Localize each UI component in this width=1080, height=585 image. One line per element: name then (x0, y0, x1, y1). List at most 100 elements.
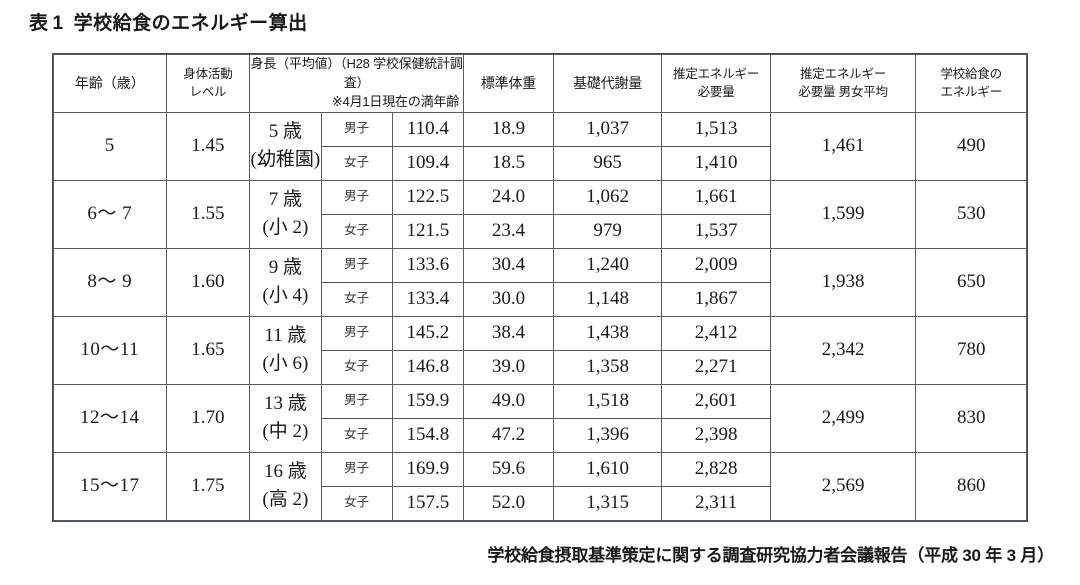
cell-standard-weight-female: 52.0 (463, 485, 554, 521)
school-lunch-energy-table: 年齢（歳） 身体活動 レベル 身長（平均値）（H28 学校保健統計調査） ※4月… (52, 53, 1028, 522)
cell-physical-activity-level: 1.70 (165, 383, 251, 453)
grade-line2: (幼稚園) (250, 149, 321, 171)
cell-height-male: 159.9 (391, 383, 465, 419)
lunch-header-line2: エネルギー (940, 85, 1002, 100)
table-row: 10〜11 1.65 11 歳 (小 6) 男子 145.2 38.4 1,438 2,412 2… (53, 315, 1027, 385)
table-row: 女子 157.5 52.0 1,315 2,311 (54, 485, 1027, 521)
cell-school-lunch-energy: 490 (915, 111, 1027, 181)
table-body: 5 1.45 5 歳 (幼稚園) 男子 110.4 18.9 1,037 1,513 1,461 4… (53, 111, 1027, 521)
cell-physical-activity-level: 1.75 (165, 451, 251, 521)
grade-line1: 5 歳 (268, 120, 302, 142)
cell-age: 8〜 9 (53, 247, 167, 317)
grade-line2: (小 6) (262, 353, 309, 375)
cell-sex-male: 男子 (320, 315, 393, 351)
cell-school-lunch-energy: 530 (915, 179, 1027, 249)
column-header-school-lunch-energy: 学校給食の エネルギー (915, 54, 1027, 113)
cell-age-grade: 13 歳 (中 2) (249, 383, 322, 453)
column-header-height: 身長（平均値）（H28 学校保健統計調査） ※4月1日現在の満年齢 (249, 54, 465, 113)
cell-height-female: 121.5 (391, 213, 465, 249)
cell-basal-metabolic-rate-male: 1,062 (552, 179, 663, 215)
energy-table-wrapper: 年齢（歳） 身体活動 レベル 身長（平均値）（H28 学校保健統計調査） ※4月… (52, 53, 1028, 522)
lunch-header-line1: 学校給食の (940, 67, 1002, 82)
grade-line2: (小 4) (262, 285, 309, 307)
cell-height-male: 110.4 (391, 111, 465, 147)
grade-line2: (中 2) (262, 421, 309, 443)
cell-estimated-energy-average: 2,342 (769, 315, 917, 385)
table-row: 12〜14 1.70 13 歳 (中 2) 男子 159.9 49.0 1,518 2,601 2… (53, 383, 1027, 453)
cell-height-female: 109.4 (391, 145, 465, 181)
cell-height-male: 133.6 (391, 247, 465, 283)
cell-sex-male: 男子 (320, 247, 393, 283)
table-row: 女子 146.8 39.0 1,358 2,271 (54, 349, 1027, 385)
grade-line1: 7 歳 (268, 188, 302, 210)
source-attribution: 学校給食摂取基準策定に関する調査研究協力者会議報告（平成 30 年 3 月） (487, 546, 1054, 565)
column-header-basal-metabolic-rate: 基礎代謝量 (552, 54, 663, 113)
cell-estimated-energy-requirement-female: 1,867 (661, 281, 771, 317)
cell-estimated-energy-requirement-male: 2,009 (661, 247, 771, 283)
cell-physical-activity-level: 1.60 (165, 247, 251, 317)
table-row: 15〜17 1.75 16 歳 (高 2) 男子 169.9 59.6 1,610 2,828 2… (53, 451, 1027, 521)
eer-header-line1: 推定エネルギー (673, 67, 760, 82)
grade-line2: (小 2) (262, 217, 309, 239)
cell-physical-activity-level: 1.65 (165, 315, 251, 385)
title-number: 1 (52, 13, 64, 34)
cell-basal-metabolic-rate-male: 1,438 (552, 315, 663, 351)
table-row: 女子 154.8 47.2 1,396 2,398 (54, 417, 1027, 453)
cell-basal-metabolic-rate-male: 1,037 (552, 111, 663, 147)
cell-school-lunch-energy: 860 (915, 451, 1027, 521)
cell-estimated-energy-average: 1,599 (769, 179, 917, 249)
cell-physical-activity-level: 1.45 (165, 111, 251, 181)
grade-line2: (高 2) (262, 489, 309, 511)
cell-sex-female: 女子 (320, 417, 393, 453)
cell-standard-weight-female: 23.4 (463, 213, 554, 249)
page-title: 表 1 学校給食のエネルギー算出 (29, 8, 308, 35)
column-header-age: 年齢（歳） (53, 54, 167, 113)
cell-estimated-energy-average: 2,569 (769, 451, 917, 521)
cell-standard-weight-female: 30.0 (463, 281, 554, 317)
cell-school-lunch-energy: 780 (915, 315, 1027, 385)
cell-height-female: 154.8 (391, 417, 465, 453)
cell-age: 6〜 7 (53, 179, 167, 249)
cell-height-male: 145.2 (391, 315, 465, 351)
cell-standard-weight-female: 18.5 (463, 145, 554, 181)
cell-basal-metabolic-rate-female: 1,148 (552, 281, 663, 317)
pal-header-line2: レベル (189, 85, 227, 100)
table-row: 6〜 7 1.55 7 歳 (小 2) 男子 122.5 24.0 1,062 1,661 1,5… (53, 179, 1027, 249)
pal-header-line1: 身体活動 (183, 67, 233, 82)
grade-line1: 11 歳 (264, 324, 307, 346)
cell-age: 10〜11 (53, 315, 167, 385)
cell-basal-metabolic-rate-male: 1,240 (552, 247, 663, 283)
title-label: 表 (29, 13, 49, 34)
cell-age-grade: 5 歳 (幼稚園) (249, 111, 322, 181)
cell-estimated-energy-requirement-female: 1,537 (661, 213, 771, 249)
cell-standard-weight-male: 24.0 (463, 179, 554, 215)
cell-age-grade: 9 歳 (小 4) (249, 247, 322, 317)
cell-height-male: 169.9 (391, 451, 465, 487)
cell-estimated-energy-average: 1,938 (769, 247, 917, 317)
cell-estimated-energy-requirement-female: 2,398 (661, 417, 771, 453)
cell-age: 5 (53, 111, 167, 181)
cell-sex-male: 男子 (320, 383, 393, 419)
cell-age-grade: 7 歳 (小 2) (249, 179, 322, 249)
table-row: 女子 121.5 23.4 979 1,537 (54, 213, 1027, 249)
cell-estimated-energy-requirement-male: 1,661 (661, 179, 771, 215)
cell-sex-male: 男子 (320, 179, 393, 215)
table-row: 5 1.45 5 歳 (幼稚園) 男子 110.4 18.9 1,037 1,513 1,461 4… (53, 111, 1027, 181)
cell-estimated-energy-requirement-male: 2,828 (661, 451, 771, 487)
column-header-standard-weight: 標準体重 (463, 54, 554, 113)
cell-standard-weight-female: 47.2 (463, 417, 554, 453)
column-header-estimated-energy-average: 推定エネルギー 必要量 男女平均 (769, 54, 917, 113)
cell-estimated-energy-requirement-male: 2,601 (661, 383, 771, 419)
cell-height-female: 146.8 (391, 349, 465, 385)
grade-line1: 16 歳 (263, 460, 307, 482)
cell-standard-weight-male: 38.4 (463, 315, 554, 351)
cell-estimated-energy-requirement-male: 2,412 (661, 315, 771, 351)
cell-height-male: 122.5 (391, 179, 465, 215)
cell-physical-activity-level: 1.55 (165, 179, 251, 249)
height-header-line2: ※4月1日現在の満年齢 (331, 93, 460, 109)
grade-line1: 13 歳 (263, 392, 307, 414)
table-row: 8〜 9 1.60 9 歳 (小 4) 男子 133.6 30.4 1,240 2,009 1,9… (53, 247, 1027, 317)
cell-estimated-energy-average: 2,499 (769, 383, 917, 453)
cell-standard-weight-male: 30.4 (463, 247, 554, 283)
cell-standard-weight-male: 49.0 (463, 383, 554, 419)
